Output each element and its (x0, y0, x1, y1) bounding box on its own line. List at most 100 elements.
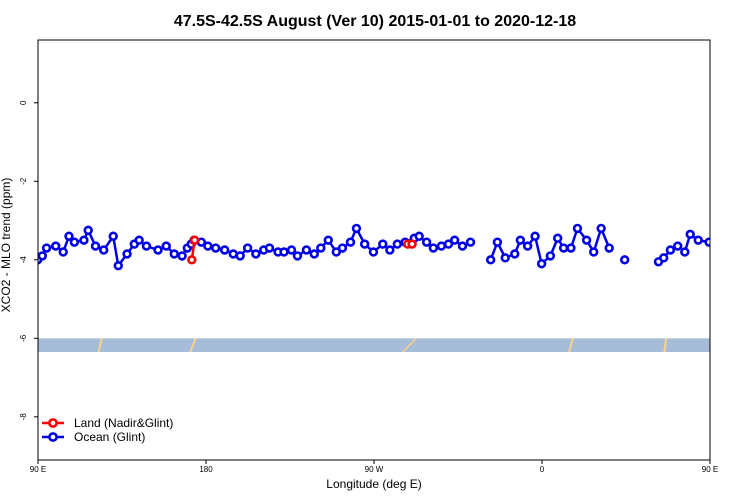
data-point (316, 243, 326, 253)
data-point (64, 231, 74, 241)
data-point (530, 231, 540, 241)
data-point (51, 241, 61, 251)
land-patch (97, 338, 103, 353)
data-point (712, 227, 719, 234)
data-point (500, 253, 510, 263)
x-tick-label: 90 E (702, 465, 718, 474)
data-point (301, 245, 312, 255)
data-point (421, 237, 432, 247)
data-point (108, 231, 118, 241)
data-point (286, 245, 297, 255)
data-point (38, 251, 47, 261)
data-point (522, 241, 533, 251)
x-tick-label: 90 W (365, 465, 384, 474)
data-point (309, 249, 319, 259)
series-land (187, 235, 417, 265)
data-point (428, 243, 439, 253)
data-point (141, 241, 152, 251)
x-axis-ticks: 90 E 180 90 W 0 90 E (30, 460, 718, 474)
data-point (589, 247, 599, 257)
data-point (465, 237, 476, 247)
y-axis-ticks: 0 -2 -4 -6 -8 (19, 100, 38, 420)
data-point (264, 243, 275, 253)
data-point (449, 235, 460, 245)
data-point (113, 261, 123, 271)
data-point (122, 249, 132, 259)
data-point (485, 255, 496, 265)
data-point (279, 247, 289, 257)
series-layer (38, 223, 743, 271)
series-ocean (38, 223, 743, 271)
data-point (323, 235, 333, 245)
data-point (161, 241, 171, 251)
data-point (566, 243, 576, 253)
x-tick-label: 180 (199, 465, 213, 474)
data-point (219, 245, 230, 255)
legend-marker (48, 418, 58, 428)
data-point (558, 243, 569, 253)
data-point (337, 243, 348, 253)
data-point (392, 239, 403, 249)
legend-label: Land (Nadir&Glint) (74, 416, 173, 430)
data-point (235, 251, 245, 261)
data-point (359, 239, 370, 249)
data-point (251, 249, 261, 259)
data-point (79, 235, 89, 245)
data-point (331, 247, 341, 257)
data-point (90, 241, 101, 251)
ocean-band (38, 338, 710, 353)
y-tick-label: -6 (19, 334, 28, 342)
x-tick-label: 90 E (30, 465, 46, 474)
data-point (99, 245, 109, 255)
data-point (69, 237, 80, 247)
legend: Land (Nadir&Glint)Ocean (Glint) (42, 416, 173, 444)
data-point (572, 223, 583, 234)
data-point (414, 231, 424, 241)
data-point (407, 239, 417, 249)
chart-title: 47.5S-42.5S August (Ver 10) 2015-01-01 t… (174, 13, 576, 30)
y-tick-label: -4 (19, 256, 28, 264)
data-point (736, 237, 743, 244)
data-point (368, 247, 379, 257)
data-point (292, 251, 303, 261)
data-point (378, 239, 388, 249)
data-point (545, 251, 556, 261)
data-point (604, 243, 614, 253)
data-point (58, 247, 68, 257)
data-point (693, 235, 703, 245)
plot-area (38, 223, 743, 353)
data-point (443, 239, 454, 249)
data-point (242, 243, 253, 253)
data-point (436, 241, 447, 251)
land-ocean-band-layer (38, 338, 710, 353)
data-point (187, 255, 197, 265)
data-point (351, 223, 362, 234)
data-point (177, 251, 187, 261)
data-point (619, 255, 630, 265)
legend-label: Ocean (Glint) (74, 430, 145, 444)
data-point (134, 235, 144, 245)
data-point (596, 223, 606, 234)
data-point (704, 237, 710, 247)
y-tick-label: 0 (19, 100, 28, 105)
data-point (673, 241, 683, 251)
data-point (203, 241, 213, 251)
data-point (720, 241, 727, 248)
data-point (492, 237, 503, 247)
data-point (153, 245, 163, 255)
data-point (345, 237, 356, 247)
data-point (659, 253, 669, 263)
x-tick-label: 0 (540, 465, 545, 474)
data-point (665, 245, 676, 255)
y-tick-label: -2 (19, 177, 28, 185)
data-point (457, 241, 468, 251)
data-point (169, 249, 179, 259)
data-point (41, 243, 52, 253)
data-point (83, 225, 93, 236)
data-point (211, 243, 221, 253)
legend-marker (48, 432, 58, 442)
data-point (680, 247, 690, 257)
x-axis-label: Longitude (deg E) (326, 477, 421, 491)
data-point (685, 229, 695, 239)
